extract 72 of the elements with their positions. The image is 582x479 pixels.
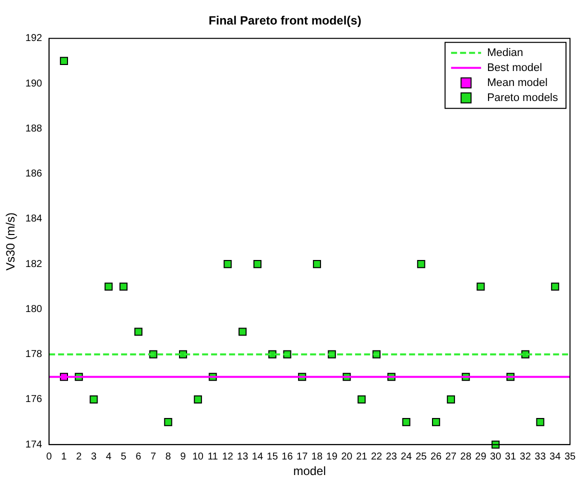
x-tick-label: 27: [445, 451, 457, 462]
x-tick-label: 14: [252, 451, 264, 462]
point: [224, 260, 232, 268]
x-tick-label: 22: [370, 451, 383, 462]
point: [432, 418, 440, 426]
point: [312, 260, 322, 268]
point: [134, 328, 142, 336]
x-tick-label: 29: [475, 451, 487, 462]
x-tick-label: 0: [46, 451, 52, 462]
point: [194, 395, 202, 404]
x-tick-label: 10: [192, 451, 204, 462]
x-tick-label: 33: [534, 451, 546, 462]
x-tick-label: 7: [150, 451, 156, 462]
point: [119, 282, 128, 291]
point: [358, 395, 366, 404]
x-tick-label: 19: [326, 451, 338, 462]
x-tick-label: 13: [237, 451, 249, 462]
point: [90, 395, 98, 404]
x-tick-label: 24: [400, 451, 412, 462]
x-tick-label: 11: [208, 451, 218, 462]
x-tick-label: 5: [120, 451, 127, 462]
x-tick-label: 3: [90, 451, 97, 462]
y-tick-label: 174: [25, 439, 43, 450]
x-axis-title: model: [293, 464, 326, 478]
legend-label: Pareto models: [487, 92, 558, 104]
legend-label: Median: [487, 46, 524, 59]
x-tick-label: 8: [165, 451, 172, 462]
point: [60, 56, 68, 65]
point: [253, 260, 262, 268]
x-tick-label: 32: [520, 451, 532, 462]
y-tick-label: 186: [25, 168, 43, 180]
x-tick-label: 20: [341, 451, 353, 462]
x-tick-label: 4: [106, 451, 112, 462]
y-tick-label: 178: [25, 349, 43, 360]
y-tick-label: 188: [25, 123, 43, 134]
x-tick-label: 2: [76, 451, 82, 462]
x-tick-label: 9: [180, 451, 186, 462]
y-tick-label: 192: [25, 33, 43, 44]
x-tick-label: 34: [550, 451, 562, 462]
x-tick-label: 26: [430, 451, 442, 462]
x-tick-label: 23: [386, 451, 398, 462]
x-tick-label: 6: [136, 451, 142, 462]
y-axis-title: Vs30 (m/s): [4, 212, 18, 271]
x-tick-label: 28: [460, 451, 472, 462]
point: [402, 418, 410, 426]
point: [417, 260, 426, 268]
x-tick-label: 17: [296, 451, 308, 462]
point: [551, 282, 560, 291]
x-tick-label: 12: [222, 451, 234, 462]
x-tick-label: 18: [311, 451, 323, 462]
x-tick-label: 1: [61, 451, 68, 462]
point: [238, 328, 247, 336]
y-tick-label: 176: [25, 394, 43, 406]
y-tick-label: 184: [25, 214, 43, 225]
y-tick-label: 180: [25, 304, 43, 315]
x-tick-label: 35: [564, 451, 576, 462]
legend-label: Mean model: [487, 76, 548, 89]
x-tick-label: 15: [266, 451, 278, 462]
point: [536, 418, 544, 426]
legend-label: Best model: [487, 62, 542, 74]
point: [164, 418, 172, 426]
chart-title: Final Pareto front model(s): [208, 14, 362, 28]
point: [446, 395, 455, 404]
point: [104, 282, 113, 291]
x-tick-label: 30: [490, 451, 502, 462]
x-tick-label: 16: [282, 451, 294, 462]
x-tick-label: 31: [504, 451, 516, 462]
x-tick-label: 25: [416, 451, 428, 462]
point: [476, 282, 485, 291]
y-tick-label: 182: [25, 258, 43, 270]
y-tick-label: 190: [25, 78, 43, 90]
x-tick-label: 21: [356, 451, 368, 462]
